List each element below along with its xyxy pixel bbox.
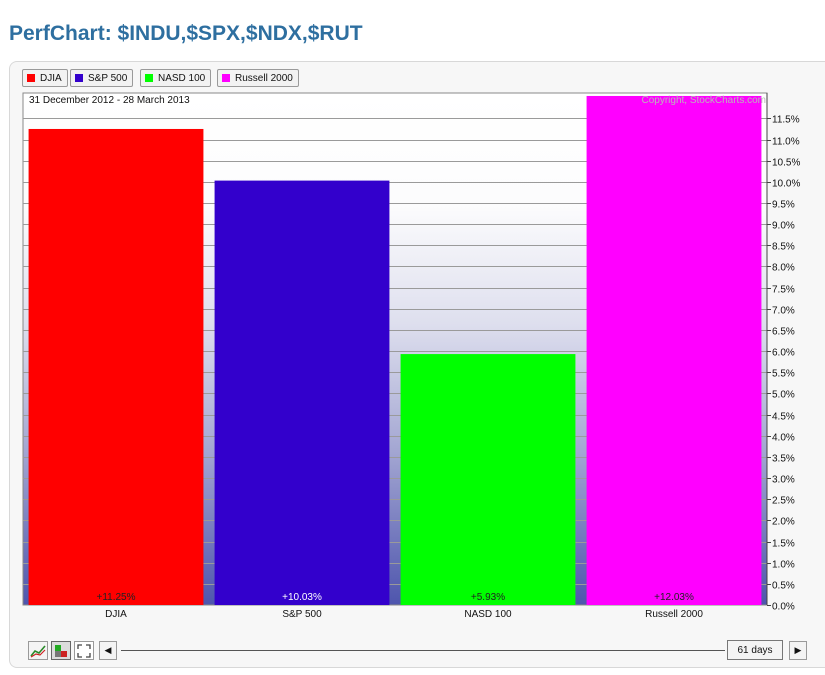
legend-label: S&P 500 xyxy=(88,72,128,84)
bar-chart-glyph xyxy=(55,644,67,657)
y-tick-label: 0.5% xyxy=(772,581,795,592)
date-range: 31 December 2012 - 28 March 2013 xyxy=(29,95,190,106)
bar-value-label: +10.03% xyxy=(282,592,322,603)
legend-label: DJIA xyxy=(40,72,62,84)
legend-label: Russell 2000 xyxy=(235,72,293,84)
bars: +11.25% +10.03% +5.93% +12.03% xyxy=(28,95,762,606)
line-chart-glyph xyxy=(30,644,46,658)
bar-0 xyxy=(28,128,204,605)
y-tick-label: 11.5% xyxy=(772,115,800,126)
y-tick-label: 7.0% xyxy=(772,306,795,317)
x-axis-labels: DJIA S&P 500 NASD 100 Russell 2000 xyxy=(105,609,703,620)
date-slider-track[interactable] xyxy=(121,650,725,651)
y-tick-label: 3.0% xyxy=(772,475,795,486)
y-tick-label: 1.0% xyxy=(772,560,795,571)
legend-button-nasd100[interactable]: NASD 100 xyxy=(140,69,212,87)
y-tick-label: 6.0% xyxy=(772,348,795,359)
bar-3 xyxy=(586,95,762,606)
legend-button-djia[interactable]: DJIA xyxy=(22,69,68,87)
bar-value-label: +5.93% xyxy=(471,592,505,603)
days-slider-handle[interactable]: 61 days xyxy=(727,640,783,660)
y-tick-label: 10.0% xyxy=(772,179,800,190)
y-tick-label: 8.0% xyxy=(772,263,795,274)
bar-1 xyxy=(214,180,390,605)
scroll-right-button[interactable]: ▶ xyxy=(789,641,807,660)
bar-value-label: +11.25% xyxy=(96,592,135,603)
x-category-label: Russell 2000 xyxy=(645,609,703,620)
y-tick-label: 5.5% xyxy=(772,369,795,380)
y-tick-label: 9.0% xyxy=(772,221,795,232)
y-tick-label: 2.5% xyxy=(772,496,795,507)
x-category-label: S&P 500 xyxy=(282,609,322,620)
y-tick-label: 4.5% xyxy=(772,412,795,423)
y-tick-label: 3.5% xyxy=(772,454,795,465)
legend-button-russell2000[interactable]: Russell 2000 xyxy=(217,69,299,87)
legend-swatch-djia xyxy=(27,74,35,82)
legend-label: NASD 100 xyxy=(158,72,206,84)
y-tick-label: 11.0% xyxy=(772,137,800,148)
y-tick-label: 6.5% xyxy=(772,327,795,338)
y-tick-label: 7.5% xyxy=(772,285,795,296)
right-arrow-icon: ▶ xyxy=(794,645,802,655)
y-tick-label: 8.5% xyxy=(772,242,795,253)
left-arrow-icon: ◀ xyxy=(104,645,112,655)
scroll-left-button[interactable]: ◀ xyxy=(99,641,117,660)
y-tick-label: 0.0% xyxy=(772,602,795,613)
bar-2 xyxy=(400,354,576,605)
y-tick-label: 4.0% xyxy=(772,433,795,444)
y-tick-label: 10.5% xyxy=(772,158,800,169)
fullscreen-icon[interactable] xyxy=(74,641,94,660)
days-label: 61 days xyxy=(737,644,773,656)
x-category-label: DJIA xyxy=(105,609,127,620)
y-tick-label: 9.5% xyxy=(772,200,795,211)
bar-value-label: +12.03% xyxy=(654,592,694,603)
y-tick-label: 2.0% xyxy=(772,517,795,528)
y-axis: 0.0% 0.5% 1.0% 1.5% 2.0% 2.5% 3.0% 3.5% 4.0% 4.5%… xyxy=(766,93,800,613)
y-tick-label: 1.5% xyxy=(772,539,795,550)
legend-swatch-russell2000 xyxy=(222,74,230,82)
x-category-label: NASD 100 xyxy=(464,609,512,620)
legend-button-sp500[interactable]: S&P 500 xyxy=(70,69,134,87)
page-title: PerfChart: $INDU,$SPX,$NDX,$RUT xyxy=(9,22,363,45)
fullscreen-glyph xyxy=(77,643,91,658)
copyright-text: Copyright, StockCharts.com xyxy=(642,95,767,106)
legend-swatch-nasd100 xyxy=(145,74,153,82)
y-tick-label: 5.0% xyxy=(772,390,795,401)
bar-chart-icon[interactable] xyxy=(51,641,71,660)
legend-swatch-sp500 xyxy=(75,74,83,82)
line-chart-icon[interactable] xyxy=(28,641,48,660)
